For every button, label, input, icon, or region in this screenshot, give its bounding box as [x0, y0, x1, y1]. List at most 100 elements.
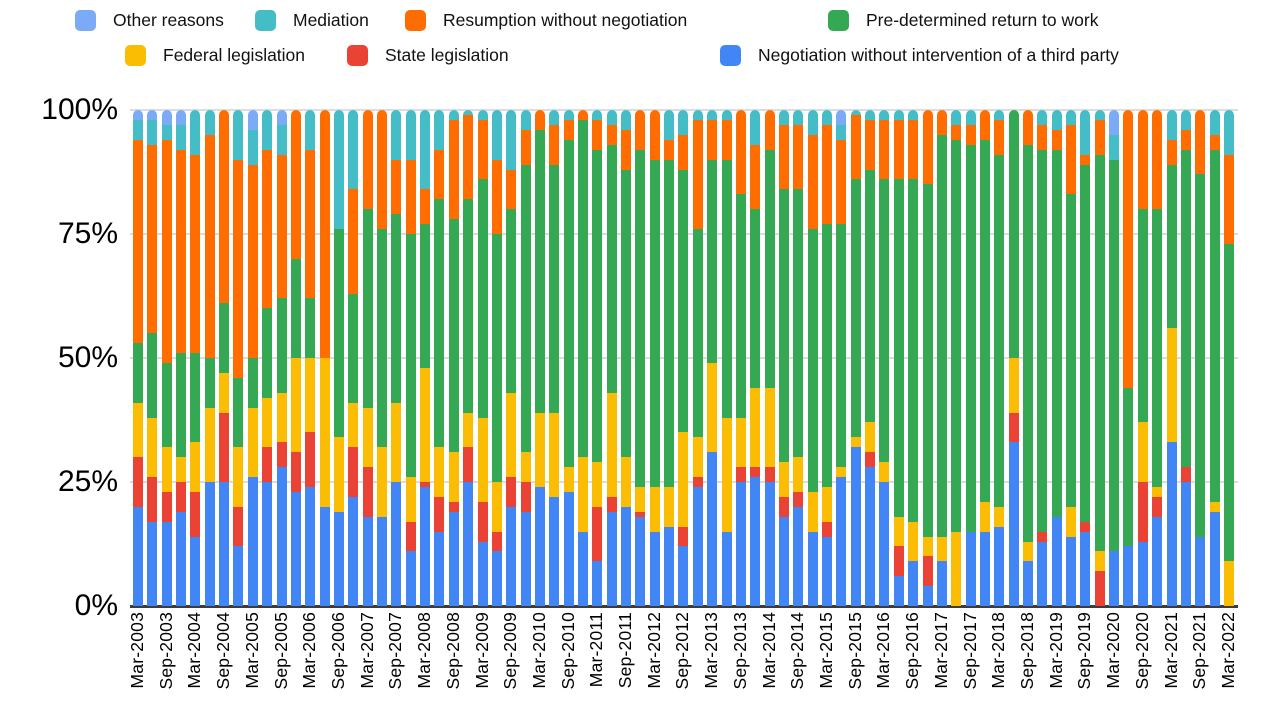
- bar-65[interactable]: [1051, 110, 1062, 606]
- segment-pre-determined-return-to-work[interactable]: [1094, 154, 1105, 552]
- segment-resumption-without-negotiation[interactable]: [563, 119, 574, 140]
- bar-37[interactable]: [649, 110, 660, 606]
- segment-mediation[interactable]: [233, 110, 244, 160]
- segment-negotiation-without-intervention-of-a-third-party[interactable]: [348, 496, 359, 606]
- segment-pre-determined-return-to-work[interactable]: [807, 229, 818, 492]
- segment-negotiation-without-intervention-of-a-third-party[interactable]: [290, 491, 301, 606]
- segment-resumption-without-negotiation[interactable]: [1209, 134, 1220, 150]
- bar-33[interactable]: [592, 110, 603, 606]
- segment-negotiation-without-intervention-of-a-third-party[interactable]: [362, 516, 373, 606]
- bar-55[interactable]: [908, 110, 919, 606]
- segment-resumption-without-negotiation[interactable]: [1152, 110, 1163, 210]
- segment-negotiation-without-intervention-of-a-third-party[interactable]: [147, 521, 158, 606]
- segment-pre-determined-return-to-work[interactable]: [965, 144, 976, 532]
- segment-negotiation-without-intervention-of-a-third-party[interactable]: [979, 531, 990, 606]
- segment-resumption-without-negotiation[interactable]: [262, 149, 273, 309]
- bar-10[interactable]: [262, 110, 273, 606]
- segment-federal-legislation[interactable]: [606, 392, 617, 497]
- segment-negotiation-without-intervention-of-a-third-party[interactable]: [434, 531, 445, 606]
- segment-federal-legislation[interactable]: [290, 358, 301, 453]
- segment-pre-determined-return-to-work[interactable]: [247, 358, 258, 408]
- segment-negotiation-without-intervention-of-a-third-party[interactable]: [463, 481, 474, 606]
- segment-mediation[interactable]: [348, 110, 359, 190]
- segment-resumption-without-negotiation[interactable]: [951, 124, 962, 140]
- segment-mediation[interactable]: [133, 119, 143, 140]
- bar-34[interactable]: [606, 110, 617, 606]
- segment-resumption-without-negotiation[interactable]: [276, 154, 287, 299]
- segment-resumption-without-negotiation[interactable]: [477, 119, 488, 180]
- segment-mediation[interactable]: [850, 110, 861, 115]
- segment-pre-determined-return-to-work[interactable]: [305, 298, 316, 358]
- segment-negotiation-without-intervention-of-a-third-party[interactable]: [750, 477, 761, 606]
- segment-federal-legislation[interactable]: [621, 457, 632, 507]
- bar-27[interactable]: [506, 110, 517, 606]
- segment-state-legislation[interactable]: [750, 467, 761, 478]
- bar-66[interactable]: [1066, 110, 1077, 606]
- segment-federal-legislation[interactable]: [362, 407, 373, 468]
- segment-pre-determined-return-to-work[interactable]: [506, 209, 517, 393]
- segment-negotiation-without-intervention-of-a-third-party[interactable]: [262, 482, 273, 606]
- segment-negotiation-without-intervention-of-a-third-party[interactable]: [578, 531, 588, 606]
- segment-pre-determined-return-to-work[interactable]: [664, 159, 675, 487]
- segment-federal-legislation[interactable]: [420, 367, 431, 482]
- segment-resumption-without-negotiation[interactable]: [750, 144, 761, 210]
- segment-resumption-without-negotiation[interactable]: [865, 119, 876, 170]
- segment-federal-legislation[interactable]: [161, 447, 172, 492]
- segment-state-legislation[interactable]: [219, 412, 230, 482]
- segment-negotiation-without-intervention-of-a-third-party[interactable]: [822, 536, 833, 606]
- segment-pre-determined-return-to-work[interactable]: [793, 189, 804, 458]
- segment-federal-legislation[interactable]: [204, 407, 215, 482]
- segment-federal-legislation[interactable]: [951, 531, 962, 606]
- segment-mediation[interactable]: [491, 110, 502, 160]
- segment-federal-legislation[interactable]: [1008, 358, 1019, 413]
- segment-pre-determined-return-to-work[interactable]: [750, 209, 761, 388]
- segment-resumption-without-negotiation[interactable]: [764, 110, 775, 150]
- segment-pre-determined-return-to-work[interactable]: [1209, 149, 1220, 502]
- segment-federal-legislation[interactable]: [377, 447, 388, 517]
- segment-resumption-without-negotiation[interactable]: [161, 139, 172, 363]
- segment-resumption-without-negotiation[interactable]: [721, 119, 732, 160]
- bar-71[interactable]: [1137, 110, 1148, 606]
- segment-mediation[interactable]: [463, 110, 474, 115]
- segment-pre-determined-return-to-work[interactable]: [936, 134, 947, 537]
- segment-mediation[interactable]: [1080, 110, 1091, 155]
- segment-state-legislation[interactable]: [276, 442, 287, 468]
- segment-state-legislation[interactable]: [1152, 496, 1163, 517]
- segment-mediation[interactable]: [1166, 110, 1177, 140]
- bar-13[interactable]: [305, 110, 316, 606]
- segment-federal-legislation[interactable]: [807, 491, 818, 532]
- segment-mediation[interactable]: [865, 110, 876, 120]
- segment-other-reasons[interactable]: [836, 110, 847, 125]
- segment-negotiation-without-intervention-of-a-third-party[interactable]: [1166, 442, 1177, 606]
- segment-pre-determined-return-to-work[interactable]: [1180, 149, 1191, 468]
- segment-federal-legislation[interactable]: [506, 392, 517, 478]
- segment-state-legislation[interactable]: [1037, 531, 1048, 542]
- bar-20[interactable]: [405, 110, 416, 606]
- segment-federal-legislation[interactable]: [1223, 561, 1234, 606]
- segment-resumption-without-negotiation[interactable]: [621, 129, 632, 170]
- segment-negotiation-without-intervention-of-a-third-party[interactable]: [204, 482, 215, 606]
- segment-negotiation-without-intervention-of-a-third-party[interactable]: [520, 511, 531, 606]
- bar-73[interactable]: [1166, 110, 1177, 606]
- segment-pre-determined-return-to-work[interactable]: [463, 199, 474, 413]
- segment-federal-legislation[interactable]: [276, 392, 287, 443]
- segment-pre-determined-return-to-work[interactable]: [1166, 164, 1177, 329]
- segment-pre-determined-return-to-work[interactable]: [893, 179, 904, 517]
- segment-negotiation-without-intervention-of-a-third-party[interactable]: [735, 481, 746, 606]
- bar-3[interactable]: [161, 110, 172, 606]
- bar-63[interactable]: [1023, 110, 1033, 606]
- segment-mediation[interactable]: [1066, 110, 1077, 125]
- segment-negotiation-without-intervention-of-a-third-party[interactable]: [635, 516, 646, 606]
- segment-negotiation-without-intervention-of-a-third-party[interactable]: [305, 486, 316, 606]
- segment-mediation[interactable]: [678, 110, 689, 135]
- bar-32[interactable]: [578, 110, 588, 606]
- segment-other-reasons[interactable]: [276, 110, 287, 125]
- segment-federal-legislation[interactable]: [1152, 486, 1163, 497]
- segment-state-legislation[interactable]: [233, 506, 244, 547]
- segment-pre-determined-return-to-work[interactable]: [635, 149, 646, 487]
- segment-mediation[interactable]: [333, 110, 344, 230]
- segment-pre-determined-return-to-work[interactable]: [1137, 209, 1148, 423]
- segment-federal-legislation[interactable]: [1166, 328, 1177, 443]
- segment-negotiation-without-intervention-of-a-third-party[interactable]: [764, 482, 775, 606]
- segment-state-legislation[interactable]: [1008, 412, 1019, 443]
